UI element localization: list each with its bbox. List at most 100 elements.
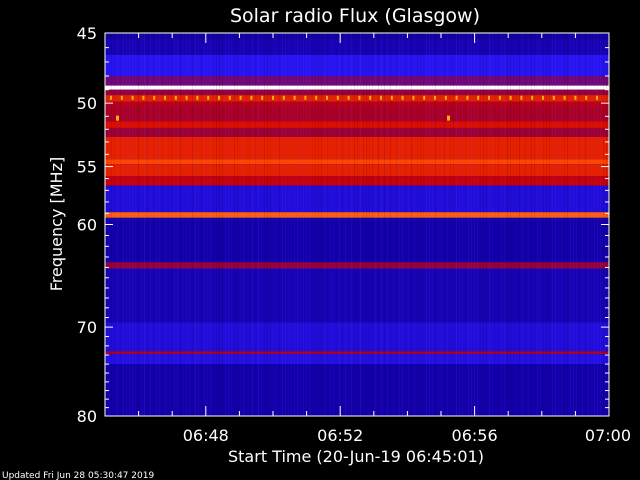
texture-line [249,33,250,416]
texture-line [417,33,418,416]
texture-line [186,33,187,416]
texture-line [570,33,571,416]
texture-line [141,33,142,416]
texture-line [549,33,550,416]
texture-line [447,33,448,416]
spike-mark [261,95,264,100]
band-19 [105,268,609,323]
texture-line [237,33,238,416]
y-tick-label: 70 [77,318,97,337]
texture-line [282,33,283,416]
texture-line [405,33,406,416]
band-18 [105,262,609,269]
texture-line [126,33,127,416]
texture-line [177,33,178,416]
texture-line [123,33,124,416]
spike-mark [574,95,577,100]
spike-mark [380,95,382,100]
texture-line [543,33,544,416]
texture-line [207,33,208,416]
band-0 [105,33,609,39]
y-axis: 45 50 55 60 70 80 [77,24,609,426]
texture-line [117,33,118,416]
texture-line [471,33,472,416]
spike-mark [390,95,393,100]
texture-line [216,33,217,416]
spike-mark [336,95,339,100]
texture-line [495,33,496,416]
chart-title: Solar radio Flux (Glasgow) [230,5,480,27]
texture-line [219,33,220,416]
texture-line [585,33,586,416]
texture-line [540,33,541,416]
texture-line [336,33,337,416]
texture-line [453,33,454,416]
texture-line [192,33,193,416]
texture-line [294,33,295,416]
texture-line [318,33,319,416]
texture-line [465,33,466,416]
spike-mark [185,95,188,100]
texture-line [279,33,280,416]
burst-spikes [110,95,598,121]
texture-line [354,33,355,416]
texture-line [531,33,532,416]
texture-line [597,33,598,416]
spike-mark [218,95,220,100]
texture-line [459,33,460,416]
texture-line [306,33,307,416]
texture-line [537,33,538,416]
texture-line [576,33,577,416]
texture-line [492,33,493,416]
frequency-bands [105,33,609,416]
spike-mark [412,95,415,100]
texture-line [600,33,601,416]
texture-line [120,33,121,416]
texture-line [573,33,574,416]
spike-mark [272,95,274,100]
texture-line [360,33,361,416]
y-tick-label: 80 [77,407,97,426]
texture-line [462,33,463,416]
texture-line [144,33,145,416]
y-tick-label: 50 [77,94,97,113]
texture-line [297,33,298,416]
texture-line [483,33,484,416]
spike-mark [153,95,156,100]
texture-line [273,33,274,416]
spike-mark [293,95,296,100]
spike-mark [164,95,166,100]
band-2 [105,54,609,76]
noise-texture [105,33,607,416]
texture-line [312,33,313,416]
spike-mark [347,95,350,100]
texture-line [243,33,244,416]
texture-line [423,33,424,416]
texture-line [525,33,526,416]
y-axis-label: Frequency [MHz] [47,157,66,291]
texture-line [510,33,511,416]
texture-line [372,33,373,416]
band-21 [105,351,609,355]
texture-line [180,33,181,416]
texture-line [396,33,397,416]
texture-line [225,33,226,416]
spike-mark [239,95,242,100]
band-16 [105,212,609,218]
texture-line [429,33,430,416]
texture-line [579,33,580,416]
texture-line [132,33,133,416]
spike-mark [552,95,555,100]
band-5 [105,89,609,96]
texture-line [384,33,385,416]
spike-mark [509,95,512,100]
x-axis: 06:48 06:52 06:56 07:00 [104,33,631,445]
texture-line [114,33,115,416]
spike-mark [120,95,123,100]
x-tick-label: 07:00 [585,426,631,445]
spike-mark [250,95,253,100]
texture-line [387,33,388,416]
spike-mark [142,95,145,100]
texture-line [564,33,565,416]
texture-line [291,33,292,416]
